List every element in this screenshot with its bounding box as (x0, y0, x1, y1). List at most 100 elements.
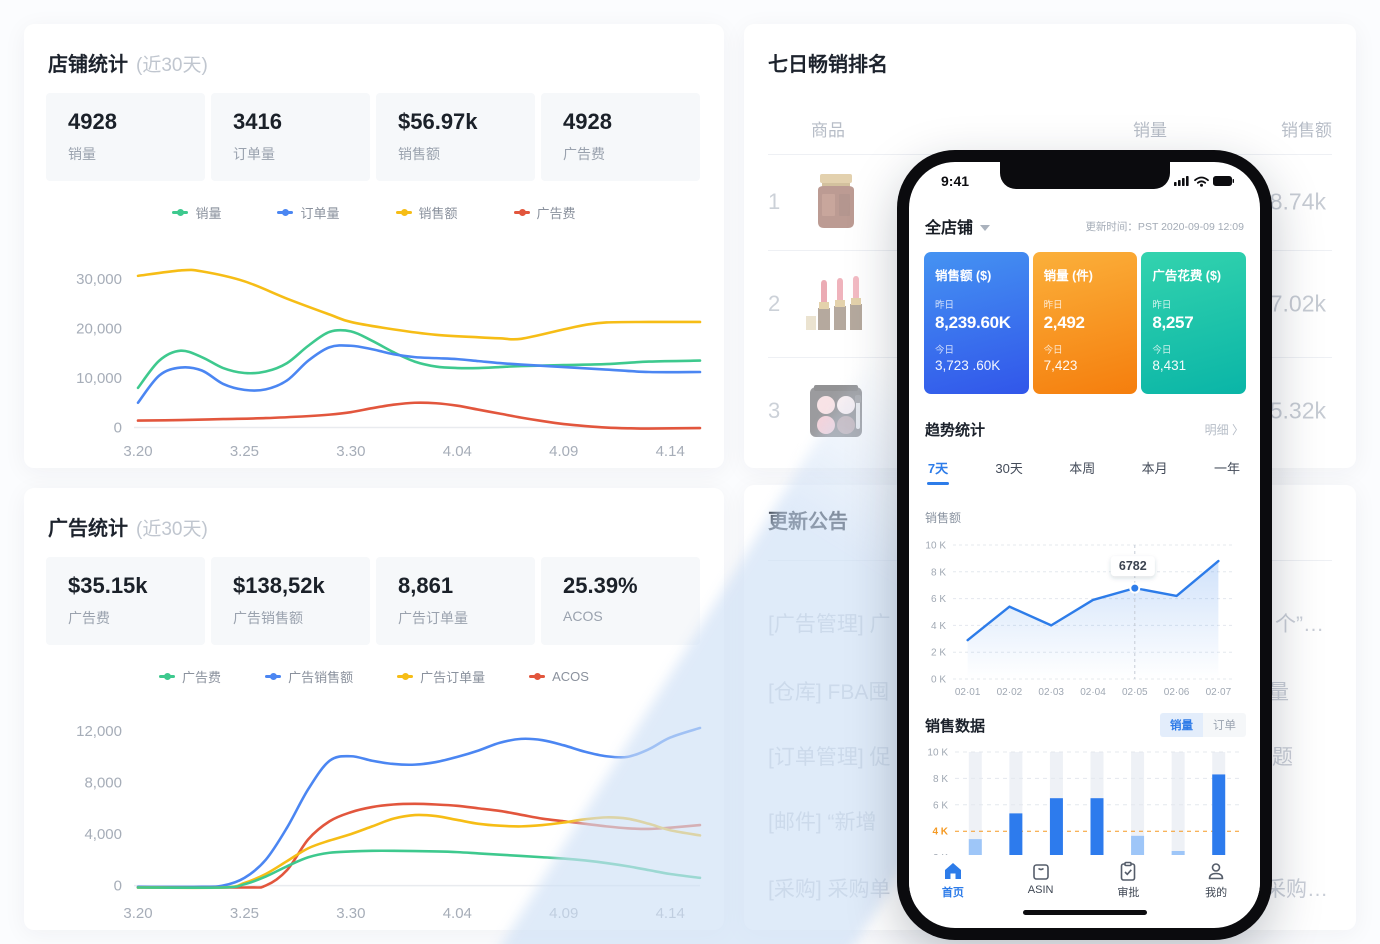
kpi-card-ad-spend[interactable]: 广告花费 ($) 昨日 8,257 今日 8,431 (1141, 252, 1246, 394)
svg-text:2 K: 2 K (931, 648, 946, 659)
phone-mockup: 9:41 (897, 150, 1272, 940)
legend-marker (277, 209, 294, 216)
ranking-row-2[interactable]: 2 7.02k (768, 250, 1332, 357)
svg-text:02·06: 02·06 (1164, 687, 1190, 698)
tab-this-month[interactable]: 本月 (1141, 461, 1168, 476)
status-icons (1174, 176, 1234, 187)
wifi-dot (1200, 183, 1203, 187)
svg-text:4.09: 4.09 (549, 905, 578, 922)
svg-text:10,000: 10,000 (76, 370, 122, 387)
legend-item-ad-spend[interactable]: 广告费 (159, 667, 221, 686)
svg-text:02·02: 02·02 (997, 687, 1023, 698)
announcement-item-3-tail[interactable]: 题 (1272, 746, 1293, 769)
toggle-orders[interactable]: 订单 (1203, 713, 1246, 737)
announcement-item-3[interactable]: [订单管理] 促 (768, 746, 891, 769)
ranking-title: 七日畅销排名 (768, 54, 888, 76)
legend-item-order-count[interactable]: 订单量 (277, 203, 340, 222)
nav-label: 审批 (1117, 887, 1140, 899)
tab-30days[interactable]: 30天 (995, 461, 1023, 476)
stat-ad-orders: 8,861 广告订单量 (376, 557, 535, 645)
svg-text:4.04: 4.04 (443, 443, 472, 460)
toggle-volume[interactable]: 销量 (1160, 713, 1203, 737)
store-selector[interactable]: 全店铺 (925, 214, 991, 238)
nav-item-profile[interactable]: 我的 (1172, 855, 1260, 907)
battery-icon (1213, 176, 1234, 186)
phone-sales-line-chart[interactable]: 0 K 2 K 4 K 6 K 8 K 10 K 02·01 02·02 02·03 02·04 0… (917, 531, 1247, 699)
svg-text:8 K: 8 K (933, 774, 948, 785)
store-trend-chart[interactable]: 0 10,000 20,000 30,000 3.20 3.25 3.30 4.04 4.09 4… (24, 252, 712, 464)
stat-label: ACOS (563, 608, 603, 624)
legend-item-sales-volume[interactable]: 销量 (172, 203, 221, 222)
nav-item-asin[interactable]: ASIN (997, 855, 1085, 907)
store-stats-grid: 4928 销量 3416 订单量 $56.97k 销售额 4928 广告费 (46, 93, 700, 181)
announcement-item-1-tail[interactable]: 个”… (1275, 613, 1324, 636)
row-sales-value: 5.32k (1269, 397, 1326, 423)
announcement-item-5-tail[interactable]: 采购… (1265, 878, 1328, 901)
phone-notch (999, 162, 1170, 189)
legend-marker (397, 673, 414, 680)
svg-text:3.25: 3.25 (230, 905, 259, 922)
legend-item-ad-revenue[interactable]: 广告销售额 (265, 667, 353, 686)
period-tabs: 7天 30天 本周 本月 一年 (927, 458, 1240, 485)
stat-value: 4928 (68, 109, 117, 134)
svg-text:8,000: 8,000 (84, 775, 122, 792)
kpi-today-label: 今日 (1152, 345, 1172, 356)
tab-one-year[interactable]: 一年 (1213, 461, 1240, 476)
announcement-item-4[interactable]: [邮件] “新增 (768, 811, 877, 834)
stat-value: 8,861 (398, 573, 454, 598)
nav-item-home[interactable]: 首页 (909, 855, 997, 907)
svg-text:4,000: 4,000 (84, 826, 122, 843)
legend-item-acos[interactable]: ACOS (529, 667, 589, 686)
nav-label: ASIN (1027, 884, 1054, 896)
store-stats-card: 店铺统计 (近30天) 4928 销量 3416 订单量 $56.97k 销售额… (24, 24, 724, 468)
kpi-title: 销量 (件) (1043, 269, 1093, 283)
phone-status-bar: 9:41 (909, 172, 1260, 190)
kpi-card-revenue[interactable]: 销售额 ($) 昨日 8,239.60K 今日 3,723 .60K (924, 252, 1029, 394)
series-label: 销售额 (925, 511, 962, 525)
stat-value: $35.15k (68, 573, 148, 598)
home-indicator[interactable] (1022, 910, 1147, 915)
stat-label: 广告费 (563, 146, 605, 162)
announcement-item-2-tail[interactable]: 量 (1268, 681, 1289, 704)
svg-text:8 K: 8 K (931, 567, 946, 578)
tab-this-week[interactable]: 本周 (1069, 461, 1096, 476)
bottom-nav: 首页 ASIN 审批 (909, 855, 1260, 907)
ranking-row-1[interactable]: 1 8.74k (768, 154, 1332, 250)
kpi-yesterday-value: 2,492 (1043, 313, 1085, 332)
kpi-today-label: 今日 (935, 345, 955, 356)
sales-data-title: 销售数据 (925, 718, 986, 735)
row-sales-value: 7.02k (1269, 290, 1326, 316)
announcement-item-5[interactable]: [采购] 采购单 (768, 878, 891, 901)
stat-label: 广告订单量 (398, 610, 468, 626)
svg-text:3.20: 3.20 (123, 905, 152, 922)
nav-item-approval[interactable]: 审批 (1085, 855, 1173, 907)
kpi-title: 广告花费 ($) (1152, 269, 1222, 283)
tab-7days[interactable]: 7天 (927, 458, 949, 485)
announcement-item-1[interactable]: [广告管理] 广 (768, 613, 891, 636)
product-image-lipstick-trio (806, 275, 862, 330)
row-sales-value: 8.74k (1269, 188, 1326, 215)
legend-marker (172, 209, 189, 216)
legend-label: 广告费 (182, 670, 222, 685)
kpi-today-value: 8,431 (1152, 358, 1187, 373)
ad-trend-chart[interactable]: 0 4,000 8,000 12,000 3.20 3.25 3.30 4.04 4.09 4.1… (24, 700, 712, 926)
legend-item-ad-cost[interactable]: 广告费 (513, 203, 576, 222)
legend-label: 销量 (195, 206, 222, 221)
legend-item-ad-orders[interactable]: 广告订单量 (397, 667, 485, 686)
legend-label: 销售额 (418, 206, 458, 221)
stat-order-count: 3416 订单量 (211, 93, 370, 181)
kpi-today-label: 今日 (1043, 345, 1063, 356)
legend-marker (395, 209, 412, 216)
legend-item-revenue[interactable]: 销售额 (395, 203, 458, 222)
ad-stats-header: 广告统计 (近30天) (24, 488, 724, 541)
store-stats-header: 店铺统计 (近30天) (24, 24, 724, 77)
ad-stats-card: 广告统计 (近30天) $35.15k 广告费 $138,52k 广告销售额 8… (24, 488, 724, 930)
detail-link[interactable]: 明细 〉 (1204, 423, 1244, 437)
kpi-card-volume[interactable]: 销量 (件) 昨日 2,492 今日 7,423 (1032, 252, 1138, 394)
trend-section-title: 趋势统计 (925, 422, 986, 439)
nav-label: 我的 (1205, 887, 1228, 899)
kpi-today-value: 3,723 .60K (935, 358, 1001, 373)
announcement-item-2[interactable]: [仓库] FBA囤 (768, 681, 890, 704)
svg-text:4.04: 4.04 (443, 905, 472, 922)
kpi-title: 销售额 ($) (935, 269, 992, 283)
